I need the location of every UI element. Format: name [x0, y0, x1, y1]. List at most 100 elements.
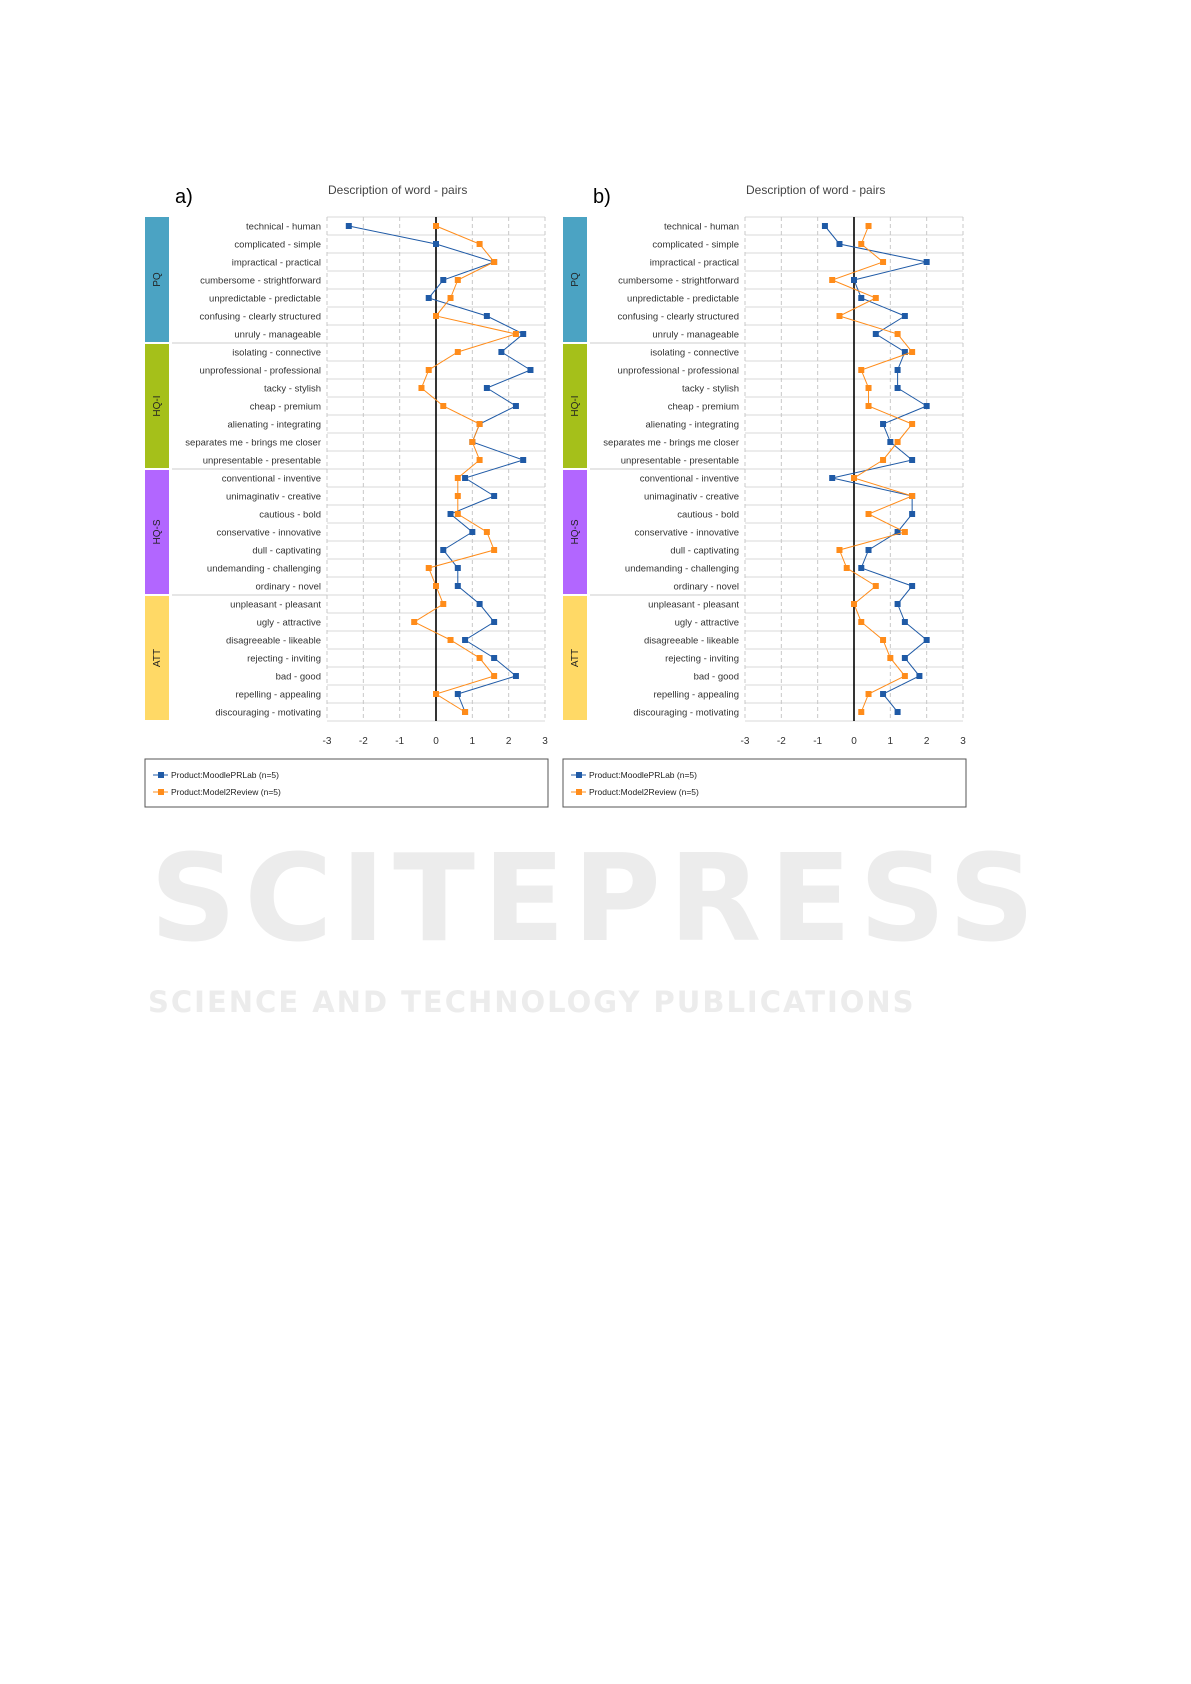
category-label: alienating - integrating	[646, 420, 739, 431]
data-point-orange	[836, 313, 843, 319]
data-point-blue	[865, 547, 872, 553]
group-bar-att	[145, 596, 169, 720]
data-point-orange	[454, 493, 461, 499]
data-point-blue	[880, 691, 887, 697]
data-point-orange	[476, 241, 483, 247]
data-point-blue	[923, 403, 930, 409]
legend-box	[562, 758, 967, 808]
data-point-blue	[880, 421, 887, 427]
category-label: dull - captivating	[252, 546, 321, 557]
data-point-blue	[901, 619, 908, 625]
category-label: ugly - attractive	[257, 618, 321, 629]
data-point-orange	[454, 475, 461, 481]
data-point-blue	[454, 583, 461, 589]
category-label: repelling - appealing	[235, 690, 321, 701]
group-bar-pq	[563, 217, 587, 342]
category-label: bad - good	[694, 672, 739, 683]
category-label: discouraging - motivating	[633, 708, 739, 719]
data-point-orange	[836, 547, 843, 553]
data-point-blue	[894, 529, 901, 535]
category-label: complicated - simple	[234, 240, 321, 251]
data-point-blue	[520, 457, 527, 463]
data-point-orange	[858, 367, 865, 373]
x-tick-label: -2	[777, 736, 786, 747]
data-point-blue	[512, 673, 519, 679]
x-tick-label: 0	[433, 736, 439, 747]
data-point-blue	[858, 295, 865, 301]
x-tick-label: -2	[359, 736, 368, 747]
data-point-blue	[433, 241, 439, 247]
data-point-orange	[858, 241, 865, 247]
category-label: unpredictable - predictable	[209, 294, 321, 305]
category-label: cumbersome - strightforward	[618, 276, 739, 287]
group-label: HQ-I	[570, 395, 581, 416]
group-bar-hq-i	[563, 344, 587, 468]
data-point-orange	[901, 529, 908, 535]
group-bar-att	[563, 596, 587, 720]
category-label: isolating - connective	[232, 348, 321, 359]
data-point-orange	[447, 637, 454, 643]
data-point-blue	[923, 259, 930, 265]
category-label: cheap - premium	[250, 402, 321, 413]
data-point-blue	[887, 439, 894, 445]
legend-marker-blue	[158, 772, 164, 778]
legend-box	[144, 758, 549, 808]
data-point-orange	[440, 403, 447, 409]
data-point-orange	[454, 349, 461, 355]
data-point-blue	[462, 637, 469, 643]
data-point-orange	[851, 601, 857, 607]
data-point-orange	[483, 529, 490, 535]
data-point-orange	[425, 367, 432, 373]
category-label: unpresentable - presentable	[203, 456, 321, 467]
category-label: unpleasant - pleasant	[230, 600, 321, 611]
category-label: separates me - brings me closer	[185, 438, 321, 449]
data-point-blue	[909, 511, 916, 517]
data-point-blue	[851, 277, 857, 283]
data-point-orange	[433, 313, 439, 319]
data-point-orange	[491, 547, 498, 553]
category-label: ordinary - novel	[674, 582, 739, 593]
data-point-blue	[894, 709, 901, 715]
data-point-orange	[894, 331, 901, 337]
data-point-blue	[829, 475, 836, 481]
category-label: rejecting - inviting	[247, 654, 321, 665]
data-point-orange	[491, 259, 498, 265]
data-point-orange	[880, 637, 887, 643]
legend-label: Product:Model2Review (n=5)	[589, 787, 699, 797]
category-label: unprofessional - professional	[200, 366, 321, 377]
data-point-blue	[345, 223, 352, 229]
data-point-orange	[433, 691, 439, 697]
data-point-blue	[872, 331, 879, 337]
data-point-blue	[901, 655, 908, 661]
data-point-orange	[880, 259, 887, 265]
category-label: cautious - bold	[677, 510, 739, 521]
data-point-orange	[909, 493, 916, 499]
chart-a: a) Description of word - pairs PQ HQ-I HQ-S A…	[144, 183, 549, 808]
category-label: unimaginativ - creative	[226, 492, 321, 503]
category-label: unpleasant - pleasant	[648, 600, 739, 611]
data-point-blue	[440, 547, 447, 553]
data-point-blue	[512, 403, 519, 409]
group-label: ATT	[570, 649, 581, 667]
category-label: bad - good	[276, 672, 321, 683]
group-bar-hq-i	[145, 344, 169, 468]
x-tick-label: 0	[851, 736, 857, 747]
data-point-blue	[894, 601, 901, 607]
category-label: undemanding - challenging	[207, 564, 321, 575]
category-label: confusing - clearly structured	[618, 312, 739, 323]
data-point-blue	[894, 367, 901, 373]
group-bar-pq	[145, 217, 169, 342]
category-label: unpresentable - presentable	[621, 456, 739, 467]
category-label: disagreeable - likeable	[226, 636, 321, 647]
category-label: repelling - appealing	[653, 690, 739, 701]
data-point-blue	[821, 223, 828, 229]
data-point-blue	[476, 601, 483, 607]
data-point-orange	[433, 223, 439, 229]
data-point-blue	[901, 313, 908, 319]
group-label: PQ	[570, 272, 581, 287]
data-point-orange	[491, 673, 498, 679]
data-point-orange	[433, 583, 439, 589]
data-point-orange	[865, 403, 872, 409]
data-point-blue	[901, 349, 908, 355]
